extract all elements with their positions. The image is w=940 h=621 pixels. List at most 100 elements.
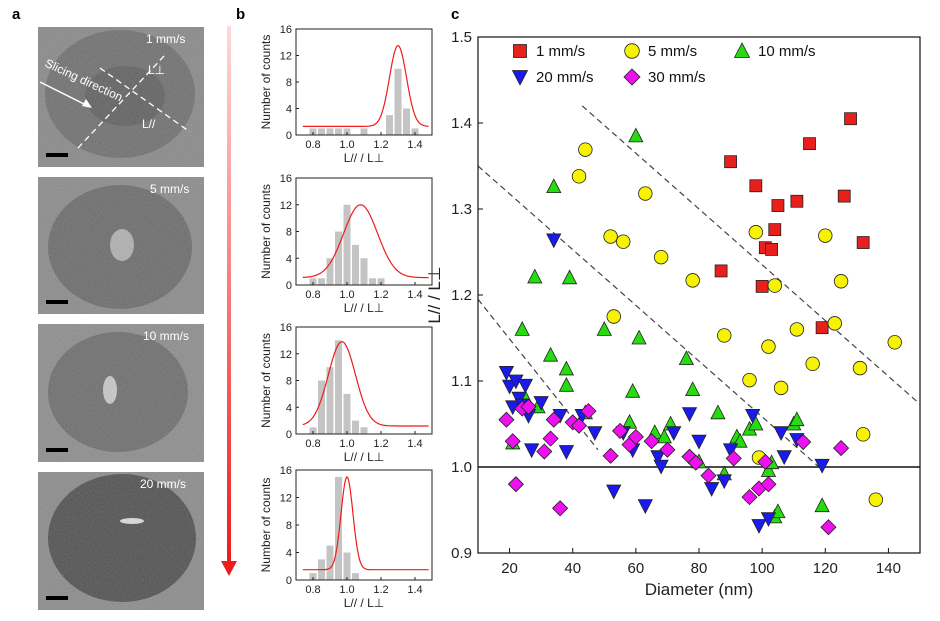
histogram-frame: [295, 469, 433, 581]
histogram-bar: [335, 340, 342, 434]
x-tick-label: 120: [813, 560, 838, 577]
data-point-triangle-down: [511, 70, 529, 86]
speed-label-1: 1 mm/s: [146, 32, 185, 46]
histogram-bar: [326, 367, 334, 434]
histogram-bar: [352, 573, 359, 580]
data-point-circle: [685, 273, 700, 288]
data-point-triangle-down: [533, 396, 549, 411]
data-point-square: [749, 179, 763, 193]
y-tick-label: 0: [286, 575, 292, 587]
slicing-direction-line: [99, 67, 191, 133]
data-point-triangle-up: [710, 404, 726, 420]
histogram-bar: [403, 108, 410, 135]
data-point-circle: [616, 234, 631, 249]
data-point-circle: [827, 316, 842, 331]
data-point-triangle-up: [596, 321, 612, 336]
y-tick-label: 16: [280, 173, 292, 185]
data-point-square: [755, 279, 769, 293]
histogram-bar: [360, 427, 368, 434]
data-point-triangle-up: [678, 350, 695, 366]
perp-direction-line: [77, 54, 166, 149]
y-tick-label: 4: [286, 253, 292, 265]
data-point-triangle-down: [546, 233, 562, 249]
x-tick-label: 40: [564, 560, 581, 577]
series-10-mm-s: [505, 127, 830, 524]
speed-label-2: 5 mm/s: [150, 182, 189, 196]
data-point-diamond: [552, 500, 569, 517]
x-tick-label: 0.8: [305, 584, 320, 596]
data-point-diamond: [820, 519, 837, 536]
y-tick-label: 12: [280, 51, 292, 63]
data-point-diamond: [659, 441, 676, 458]
data-point-diamond: [627, 428, 644, 445]
legend: 1 mm/s 5 mm/s 10 mm/s 20 mm/s 30 mm/s: [511, 42, 816, 86]
legend-label: 10 mm/s: [758, 43, 816, 60]
data-point-triangle-down: [814, 458, 830, 474]
speed-increase-arrow: [221, 26, 237, 576]
data-point-triangle-up: [748, 415, 764, 431]
x-tick-label: 0.8: [305, 139, 320, 151]
y-tick-label: 8: [286, 376, 292, 388]
histogram-bar: [343, 552, 351, 580]
y-axis-label: Number of counts: [259, 478, 273, 573]
y-axis-label: Number of counts: [259, 35, 273, 130]
x-axis-label: L// / L⊥: [344, 450, 384, 464]
gaussian-fit-line: [302, 341, 429, 427]
data-point-triangle-up: [558, 360, 575, 376]
x-tick-label: 1.2: [373, 438, 388, 450]
y-tick-label: 0.9: [451, 545, 472, 562]
histogram-bar: [309, 573, 317, 580]
histogram-bar: [326, 128, 334, 135]
x-tick-label: 1.2: [373, 584, 388, 596]
data-point-triangle-down: [760, 512, 777, 527]
data-point-circle: [818, 228, 833, 243]
data-point-circle: [571, 169, 587, 184]
panel-label-c: c: [451, 6, 459, 23]
data-point-triangle-up: [625, 382, 641, 398]
y-tick-label: 0: [286, 429, 292, 441]
data-point-diamond: [687, 454, 704, 471]
data-point-diamond: [741, 489, 758, 506]
data-point-diamond: [795, 433, 812, 451]
data-point-circle: [852, 360, 868, 376]
micrograph-2: 5 mm/s: [38, 177, 204, 314]
data-point-diamond: [833, 440, 850, 457]
data-point-diamond: [700, 467, 717, 484]
data-point-triangle-up: [656, 428, 672, 444]
data-point-circle: [748, 225, 764, 240]
gaussian-fit-line: [302, 44, 429, 127]
histogram-frame: [295, 28, 433, 136]
data-point-triangle-up: [814, 497, 830, 513]
series-30-mm-s: [498, 398, 850, 536]
micrograph-3: 10 mm/s: [38, 324, 204, 462]
data-point-circle: [624, 43, 640, 59]
speed-label-4: 20 mm/s: [140, 477, 186, 491]
data-point-triangle-up: [631, 329, 647, 345]
histogram-2: 0 4 8 12 16 0.8 1.0 1.2 1.4 L// / L⊥ Number of cou…: [259, 173, 433, 315]
data-point-triangle-up: [561, 269, 578, 285]
data-point-triangle-down: [773, 426, 789, 441]
data-point-triangle-down: [703, 482, 720, 497]
legend-label: 20 mm/s: [536, 69, 594, 86]
micrograph-1: Slicing direction L⊥ L// 1 mm/s: [38, 27, 204, 167]
histogram-bar: [318, 278, 325, 285]
data-point-circle: [868, 492, 884, 507]
data-point-triangle-down: [716, 474, 732, 490]
data-point-circle: [578, 142, 593, 157]
data-point-triangle-down: [751, 519, 767, 534]
gaussian-fit-line: [302, 204, 429, 279]
data-point-circle: [761, 339, 776, 354]
micrograph-4: 20 mm/s: [38, 472, 204, 610]
data-point-triangle-up: [546, 178, 562, 194]
data-point-triangle-up: [733, 42, 751, 58]
legend-item: 5 mm/s: [624, 43, 697, 60]
data-point-diamond: [612, 422, 629, 439]
x-tick-label: 60: [628, 560, 645, 577]
x-tick-label: 80: [691, 560, 708, 577]
data-point-circle: [887, 335, 902, 350]
speed-label-3: 10 mm/s: [143, 329, 189, 343]
y-tick-label: 1.2: [451, 287, 472, 304]
data-point-diamond: [757, 453, 774, 470]
histogram-bar: [335, 476, 342, 580]
par-length-label: L//: [142, 117, 156, 131]
